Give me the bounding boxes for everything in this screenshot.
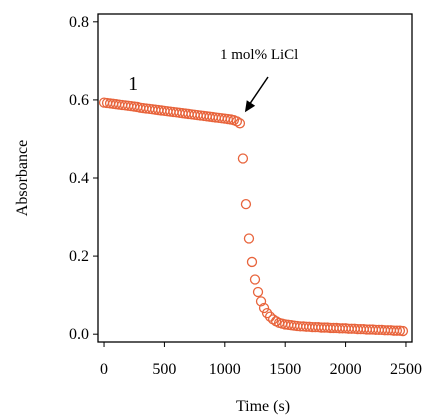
- y-tick-label: 0.2: [69, 248, 89, 265]
- data-point: [261, 307, 273, 319]
- frame-layer: [97, 13, 413, 343]
- annotation-arrow-shaft: [248, 76, 269, 106]
- x-axis-title: Time (s): [236, 398, 290, 415]
- data-point: [243, 233, 255, 244]
- ticks-layer: 0 500 1000 1500 2000 2500 0.0 0.2 0.4 0.6 0.8: [69, 14, 422, 378]
- data-point: [397, 325, 409, 337]
- data-point: [258, 302, 270, 314]
- y-tick-label: 0.4: [69, 170, 89, 187]
- data-point: [234, 118, 246, 129]
- y-tick-label: 0.6: [69, 92, 89, 109]
- data-point: [237, 153, 249, 164]
- y-tick-label: 0.0: [69, 326, 89, 343]
- x-tick-label: 0: [100, 361, 108, 378]
- series-label: 1: [128, 73, 138, 95]
- plot-frame: [97, 13, 413, 343]
- data-point: [231, 116, 243, 127]
- data-point: [255, 296, 267, 307]
- data-point: [391, 325, 403, 336]
- y-tick-label: 0.8: [69, 14, 89, 31]
- x-tick-label: 2500: [390, 361, 422, 378]
- data-point: [267, 314, 279, 325]
- data-point: [246, 256, 258, 268]
- data-point: [249, 274, 261, 285]
- y-axis-title: Absorbance: [14, 140, 31, 216]
- points-layer: [98, 97, 409, 337]
- annotation-layer: 1 1 mol% LiCl: [128, 47, 298, 113]
- licl-annotation: 1 mol% LiCl: [220, 47, 298, 63]
- x-tick-label: 500: [152, 361, 176, 378]
- annotation-arrowhead: [244, 100, 256, 113]
- x-tick-label: 2000: [330, 361, 362, 378]
- x-tick-label: 1500: [269, 361, 301, 378]
- data-point: [252, 286, 264, 298]
- x-tick-label: 1000: [209, 361, 241, 378]
- data-point: [240, 199, 252, 210]
